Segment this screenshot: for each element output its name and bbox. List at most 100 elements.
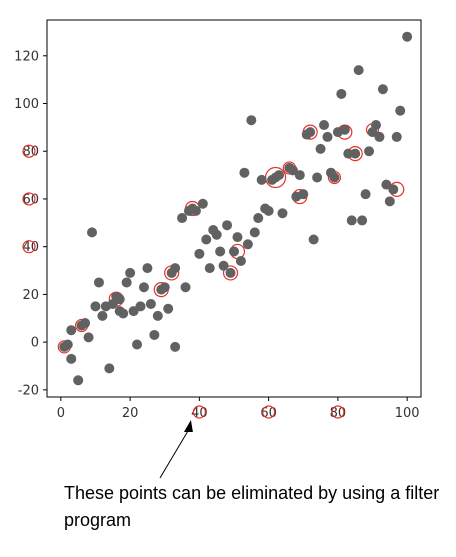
- data-point: [118, 308, 129, 319]
- data-point: [145, 298, 156, 309]
- margin-mark-circle: [22, 240, 36, 254]
- data-point: [339, 124, 350, 135]
- data-points: [59, 31, 413, 386]
- data-point: [246, 115, 257, 126]
- data-point: [159, 282, 170, 293]
- data-point: [218, 260, 229, 271]
- data-point: [197, 198, 208, 209]
- data-point: [177, 213, 188, 224]
- margin-marks: [22, 144, 345, 419]
- y-tick-label: 100: [14, 97, 39, 112]
- data-point: [90, 301, 101, 312]
- data-point: [83, 332, 94, 343]
- data-point: [360, 189, 371, 200]
- y-tick-label: 120: [14, 49, 39, 64]
- data-point: [87, 227, 98, 238]
- data-point: [149, 329, 160, 340]
- data-point: [274, 170, 285, 181]
- data-point: [377, 84, 388, 95]
- data-point: [125, 267, 136, 278]
- x-tick-label: 40: [191, 406, 208, 421]
- data-point: [66, 325, 77, 336]
- data-point: [294, 170, 305, 181]
- data-point: [350, 148, 361, 159]
- data-point: [97, 310, 108, 321]
- data-point: [374, 131, 385, 142]
- data-point: [66, 353, 77, 364]
- data-point: [93, 277, 104, 288]
- data-point: [121, 277, 132, 288]
- data-point: [114, 294, 125, 305]
- data-point: [391, 131, 402, 142]
- data-point: [298, 189, 309, 200]
- data-point: [353, 65, 364, 76]
- data-point: [370, 119, 381, 130]
- x-tick-label: 20: [122, 406, 139, 421]
- data-point: [142, 263, 153, 274]
- y-tick-label: 0: [31, 336, 39, 351]
- data-point: [215, 246, 226, 257]
- data-point: [239, 167, 250, 178]
- y-tick-label: -20: [18, 383, 39, 398]
- data-point: [229, 246, 239, 257]
- data-point: [222, 220, 233, 231]
- x-tick-label: 100: [395, 406, 420, 421]
- data-point: [305, 127, 316, 138]
- annotation-arrow-line: [159, 425, 192, 479]
- data-point: [256, 174, 267, 185]
- data-point: [135, 301, 146, 312]
- margin-mark-circle: [262, 405, 276, 419]
- plot-frame: [46, 19, 422, 398]
- data-point: [138, 282, 149, 293]
- data-point: [235, 255, 246, 266]
- data-point: [225, 267, 236, 278]
- data-point: [253, 213, 264, 224]
- x-tick-label: 80: [330, 406, 347, 421]
- data-point: [132, 339, 143, 350]
- data-point: [384, 196, 395, 207]
- data-point: [152, 310, 163, 321]
- data-point: [343, 148, 354, 159]
- data-point: [249, 227, 260, 238]
- data-point: [170, 341, 181, 352]
- data-point: [170, 263, 181, 274]
- data-point: [163, 303, 174, 314]
- data-point: [190, 205, 201, 216]
- data-point: [201, 234, 212, 245]
- margin-mark-circle: [22, 144, 36, 158]
- margin-mark-circle: [22, 192, 36, 206]
- data-point: [277, 208, 288, 219]
- data-point: [364, 146, 375, 157]
- data-point: [322, 131, 333, 142]
- data-point: [329, 172, 340, 183]
- data-point: [395, 105, 406, 116]
- data-point: [80, 318, 91, 329]
- annotation-arrow: [159, 420, 193, 479]
- data-point: [312, 172, 323, 183]
- data-point: [62, 339, 73, 350]
- data-point: [402, 31, 413, 42]
- data-point: [204, 263, 215, 274]
- data-point: [308, 234, 319, 245]
- data-point: [346, 215, 357, 226]
- highlight-circles: [57, 123, 405, 354]
- margin-mark-circle: [192, 405, 206, 419]
- data-point: [211, 229, 222, 240]
- data-point: [388, 184, 399, 195]
- data-point: [357, 215, 368, 226]
- data-point: [319, 119, 330, 130]
- data-point: [336, 88, 347, 99]
- data-point: [180, 282, 191, 293]
- x-tick-label: 0: [57, 406, 65, 421]
- annotation-arrow-head: [183, 420, 193, 432]
- data-point: [263, 205, 274, 216]
- data-point: [194, 248, 205, 259]
- annotation-text: These points can be eliminated by using …: [64, 483, 440, 530]
- highlight-circle: [222, 265, 239, 281]
- data-point: [73, 375, 84, 386]
- data-point: [104, 363, 115, 374]
- x-tick-label: 60: [260, 406, 277, 421]
- data-point: [242, 239, 253, 250]
